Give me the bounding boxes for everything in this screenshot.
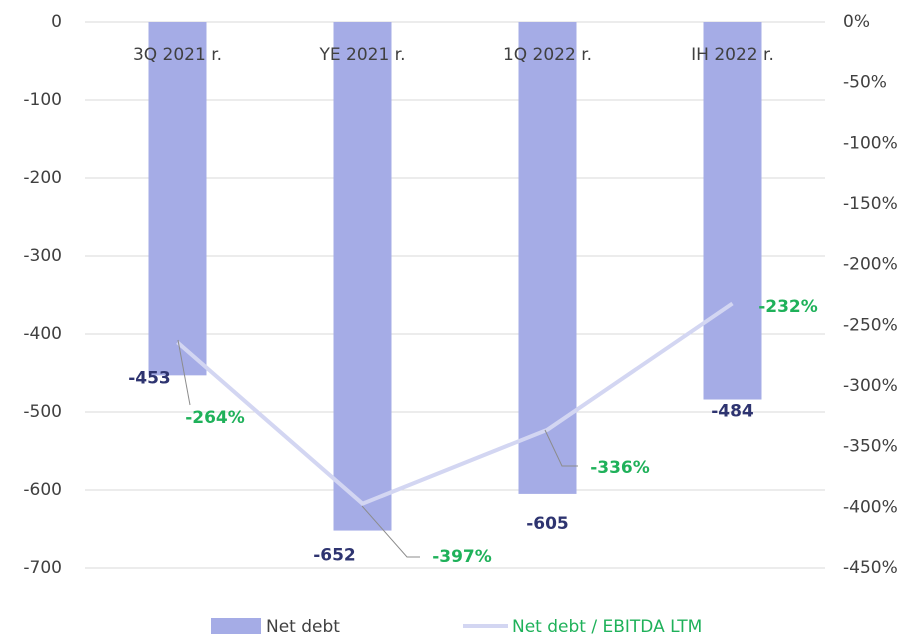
leader-line [544,429,578,467]
legend-label: Net debt / EBITDA LTM [512,617,702,637]
y-tick-label: -500 [23,402,62,422]
legend-label: Net debt [266,617,340,637]
y-tick-label: -300 [23,246,62,266]
y-tick-label: -400 [23,324,62,344]
x-tick-label: YE 2021 r. [318,45,405,65]
y2-tick-label: 0% [843,12,870,32]
y2-tick-label: -450% [843,558,898,578]
y-tick-label: -100 [23,90,62,110]
x-tick-label: IH 2022 r. [691,45,774,65]
legend-swatch [211,618,261,634]
y-tick-label: 0 [51,12,62,32]
line-label: -264% [185,408,245,428]
bar-label: -605 [526,514,569,534]
y2-tick-label: -350% [843,437,898,457]
bar [333,22,392,531]
y2-tick-label: -300% [843,376,898,396]
line [176,301,734,507]
line-label: -397% [432,547,492,567]
bar [518,22,577,494]
line-label: -336% [590,458,650,478]
y2-tick-label: -200% [843,255,898,275]
bar [148,22,207,376]
leader-line [177,339,191,406]
x-tick-label: 1Q 2022 r. [503,45,592,65]
y2-tick-label: -100% [843,133,898,153]
line-label: -232% [758,297,818,317]
y2-tick-label: -50% [843,73,887,93]
y2-tick-label: -400% [843,497,898,517]
y-tick-label: -600 [23,480,62,500]
y-tick-label: -200 [23,168,62,188]
x-tick-label: 3Q 2021 r. [133,45,222,65]
bar-label: -484 [711,402,754,422]
bar-label: -453 [128,368,171,388]
bar [703,22,762,400]
leader-line [361,505,420,558]
y-tick-label: -700 [23,558,62,578]
bar-label: -652 [313,546,356,566]
y2-tick-label: -250% [843,315,898,335]
y2-tick-label: -150% [843,194,898,214]
